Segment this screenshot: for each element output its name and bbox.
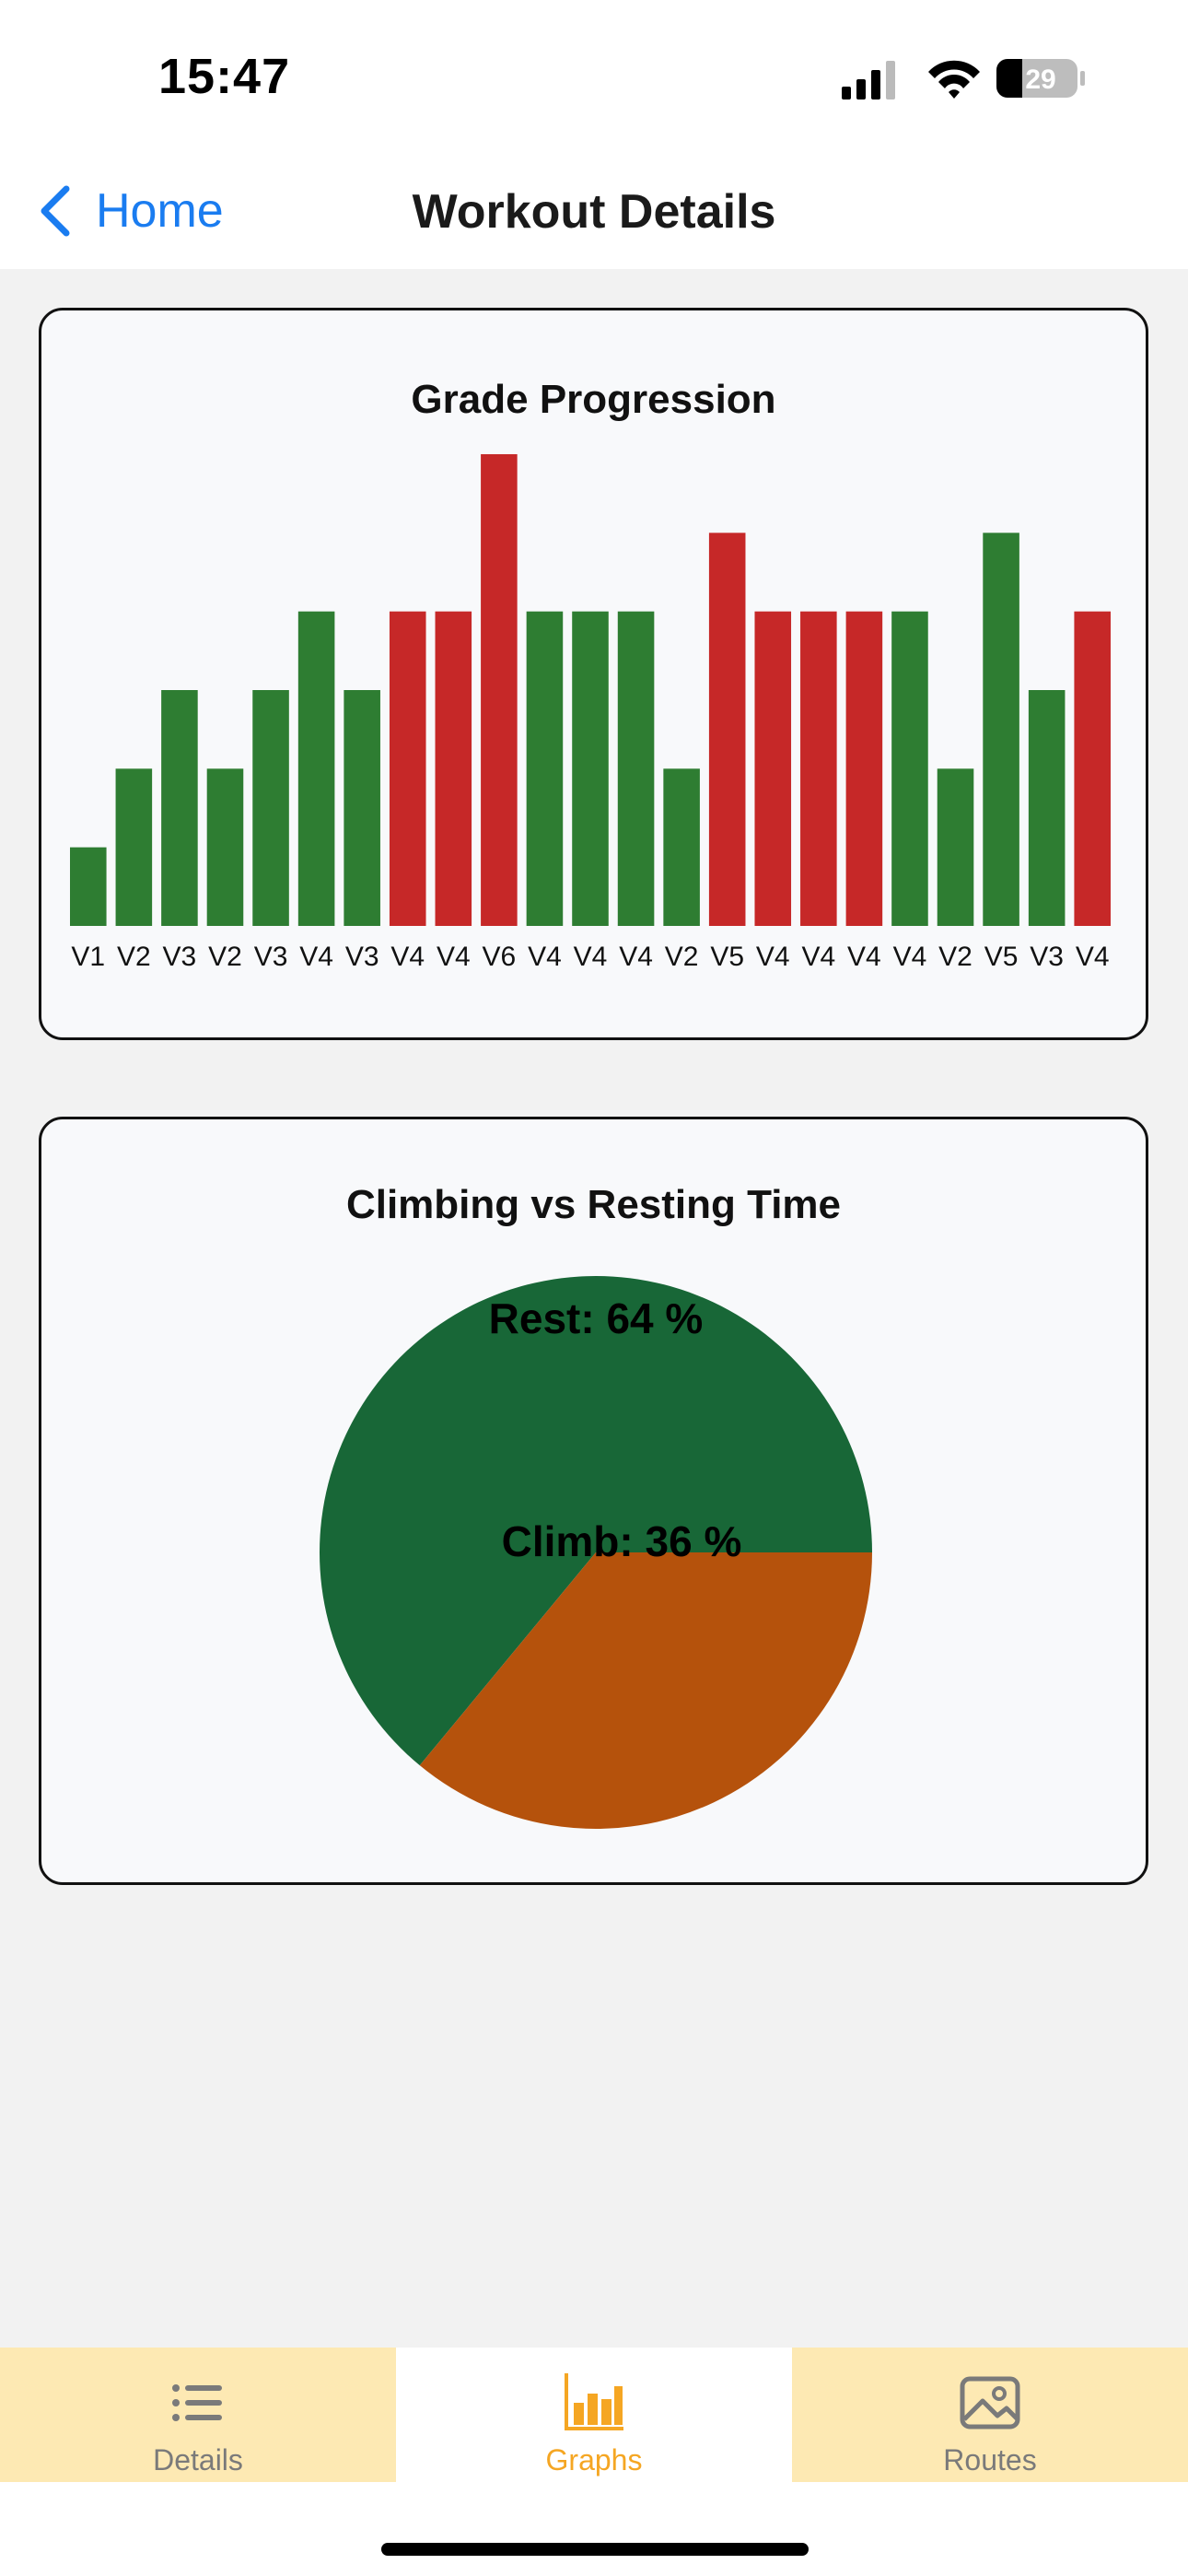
grade-bar	[161, 690, 198, 926]
grade-tick-label: V3	[254, 942, 288, 972]
status-time: 15:47	[158, 49, 291, 104]
tab-graphs-label: Graphs	[545, 2443, 643, 2476]
grade-bar	[481, 454, 518, 926]
grade-bar	[937, 768, 974, 926]
grade-bar	[70, 847, 107, 926]
grade-bar	[435, 611, 472, 926]
grade-tick-label: V4	[847, 942, 881, 972]
grade-bar	[800, 611, 837, 926]
chevron-left-icon	[41, 185, 70, 237]
grade-tick-label: V2	[938, 942, 973, 972]
grade-tick-label: V4	[437, 942, 471, 972]
grade-bar	[526, 611, 564, 926]
back-button[interactable]: Home	[33, 179, 224, 243]
grade-tick-label: V2	[665, 942, 699, 972]
list-icon	[172, 2384, 222, 2421]
climb-rest-pie-chart: Rest: 64 % Climb: 36 %	[319, 1276, 873, 1829]
grade-bar	[845, 611, 883, 926]
tab-details[interactable]: Details	[0, 2348, 396, 2482]
grade-bar	[1074, 611, 1111, 926]
pie-label-climb: Climb: 36 %	[502, 1517, 742, 1565]
grade-tick-label: V5	[710, 942, 744, 972]
battery-icon: 29	[996, 59, 1085, 98]
tab-details-label: Details	[153, 2443, 243, 2476]
grade-bar	[617, 611, 655, 926]
grade-tick-label: V2	[208, 942, 242, 972]
tab-routes-label: Routes	[943, 2443, 1037, 2476]
tab-graphs[interactable]: Graphs	[396, 2348, 792, 2482]
back-button-label: Home	[96, 184, 224, 238]
grade-bar	[983, 533, 1019, 926]
pie-slice-rest	[319, 1276, 873, 1766]
grade-tick-label: V4	[299, 942, 333, 972]
grade-bar	[663, 768, 700, 926]
grade-tick-label: V5	[984, 942, 1019, 972]
cellular-signal-icon	[842, 61, 895, 100]
grade-tick-label: V3	[163, 942, 197, 972]
grade-tick-label: V2	[117, 942, 151, 972]
grade-bar	[708, 533, 746, 926]
bar-chart-icon	[565, 2373, 623, 2430]
grade-tick-label: V4	[893, 942, 927, 972]
grade-bar	[344, 690, 380, 926]
grade-bar	[1028, 690, 1066, 926]
grade-bar	[115, 768, 153, 926]
grade-tick-label: V3	[1030, 942, 1064, 972]
grade-bar	[754, 611, 792, 926]
grade-bar	[206, 768, 244, 926]
grade-chart-title: Grade Progression	[411, 377, 776, 422]
tab-bar: Details Graphs Routes	[0, 2348, 1188, 2482]
grade-tick-label: V4	[801, 942, 835, 972]
pie-label-rest: Rest: 64 %	[489, 1294, 704, 1342]
grade-tick-label: V4	[574, 942, 608, 972]
grade-bar	[891, 611, 928, 926]
grade-tick-label: V4	[390, 942, 425, 972]
grade-tick-label: V4	[1076, 942, 1110, 972]
grade-bar	[297, 611, 335, 926]
wifi-icon	[928, 60, 980, 99]
grade-bar	[252, 690, 289, 926]
grade-tick-label: V6	[483, 942, 517, 972]
grade-tick-label: V4	[619, 942, 653, 972]
grade-tick-label: V4	[756, 942, 790, 972]
climb-rest-card: Climbing vs Resting Time Rest: 64 % Climb…	[39, 1117, 1148, 1885]
page-title: Workout Details	[412, 185, 776, 239]
grade-progression-card: Grade Progression V1 V2 V3 V2 V3 V4 V3 V4 V4 V6 V4…	[39, 308, 1148, 1040]
photo-icon	[960, 2376, 1020, 2430]
grade-tick-label: V1	[71, 942, 105, 972]
status-bar: 15:47 29	[0, 0, 1188, 147]
navigation-bar: Home Workout Details	[0, 147, 1188, 269]
home-indicator	[381, 2543, 809, 2556]
grade-tick-label: V3	[345, 942, 379, 972]
home-indicator-area	[0, 2482, 1188, 2576]
grade-progression-chart: V1 V2 V3 V2 V3 V4 V3 V4 V4 V6 V4 V4 V4 V2 V5 V4 V4 V4 V4 V2…	[70, 454, 1111, 972]
grade-bar	[572, 611, 609, 926]
grade-tick-label: V4	[528, 942, 562, 972]
pie-slice-climb	[419, 1552, 872, 1829]
pie-chart-title: Climbing vs Resting Time	[345, 1182, 842, 1227]
battery-level: 29	[1025, 64, 1055, 95]
tab-routes[interactable]: Routes	[792, 2348, 1188, 2482]
grade-bar	[389, 611, 426, 926]
status-icons: 29	[842, 59, 1085, 100]
